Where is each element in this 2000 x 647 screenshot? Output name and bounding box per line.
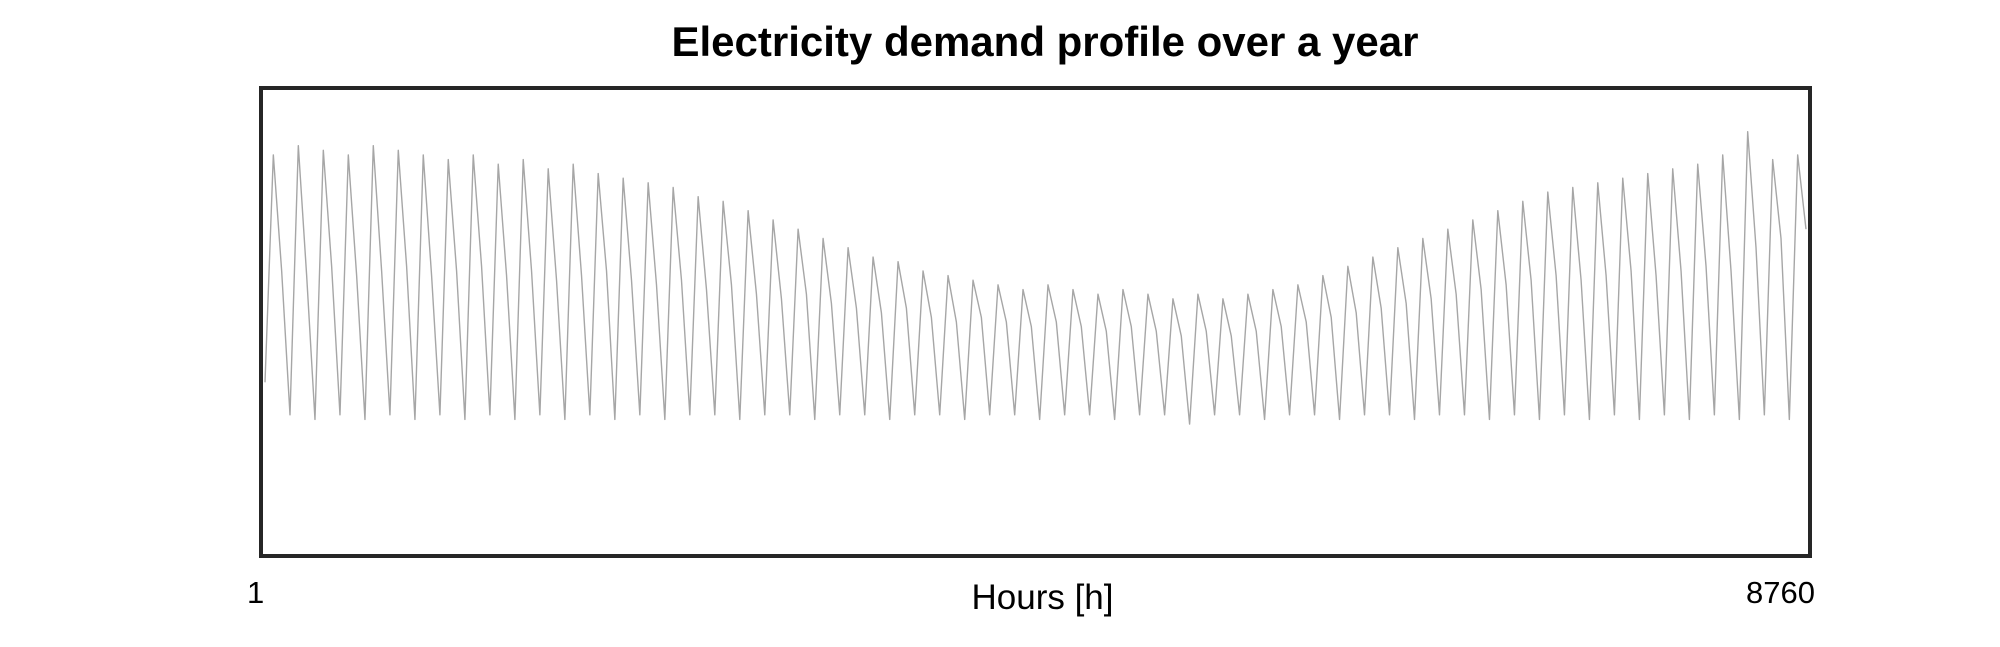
x-tick-label-start: 1 (247, 575, 265, 610)
demand-line-plot (264, 131, 1807, 425)
chart-title: Electricity demand profile over a year (671, 18, 1419, 65)
x-tick-label-end: 8760 (1746, 575, 1815, 610)
plot-area (259, 86, 1812, 558)
demand-series (264, 131, 1807, 425)
demand-series-line (264, 131, 1807, 425)
x-axis-label: Hours [h] (971, 578, 1114, 617)
